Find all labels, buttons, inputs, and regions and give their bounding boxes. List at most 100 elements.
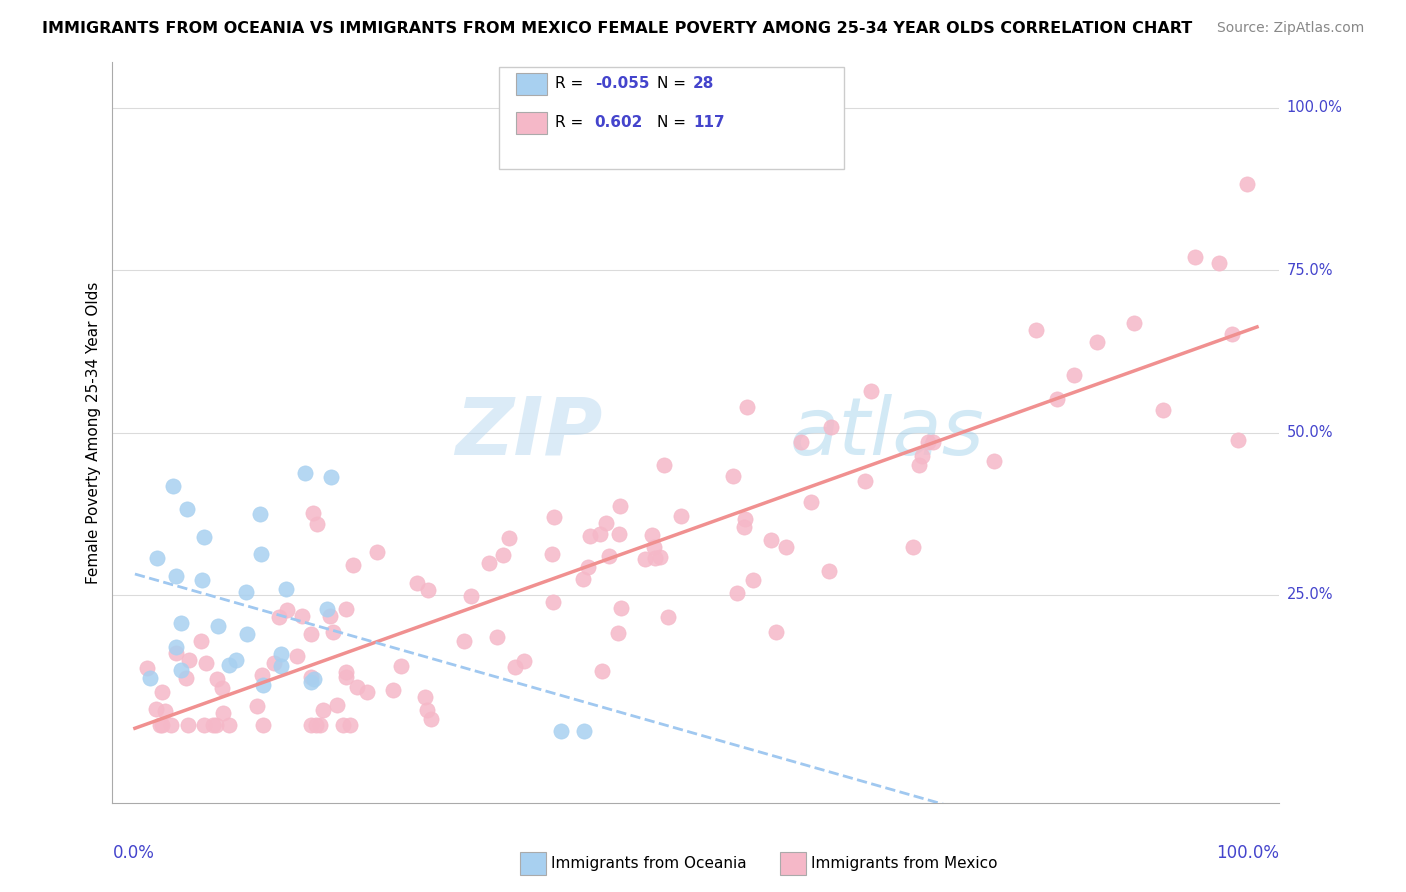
Text: 25.0%: 25.0% (1286, 588, 1333, 602)
Point (250, 668, 273, 682)
Point (790, 435, 813, 450)
Point (304, 673, 326, 687)
Point (326, 698, 349, 712)
Point (332, 718, 354, 732)
Point (170, 616, 193, 631)
Point (643, 540, 665, 554)
Point (591, 664, 613, 678)
Point (1227, 433, 1250, 447)
Point (648, 550, 671, 565)
Point (911, 449, 934, 463)
Point (1085, 334, 1108, 349)
Point (335, 670, 357, 684)
Point (153, 704, 176, 718)
Text: 75.0%: 75.0% (1286, 263, 1333, 277)
Point (319, 608, 342, 623)
Point (309, 718, 332, 732)
Point (607, 527, 630, 541)
Point (644, 551, 666, 566)
Point (543, 510, 565, 524)
Point (420, 712, 443, 726)
Point (1208, 256, 1230, 270)
Point (634, 552, 657, 566)
Point (800, 495, 823, 509)
Point (903, 540, 925, 554)
Point (145, 702, 167, 716)
Point (640, 528, 662, 542)
Text: 28: 28 (693, 77, 714, 91)
Text: ZIP: ZIP (456, 393, 603, 472)
Point (418, 583, 440, 598)
Text: Immigrants from Oceania: Immigrants from Oceania (551, 856, 747, 871)
Point (299, 627, 322, 641)
Point (589, 527, 612, 541)
Point (170, 663, 193, 677)
Point (249, 507, 271, 521)
Text: R =: R = (555, 77, 589, 91)
Point (321, 469, 343, 483)
Point (290, 608, 312, 623)
Point (294, 466, 316, 480)
Point (817, 564, 839, 578)
Point (190, 573, 212, 587)
Point (299, 718, 322, 732)
Point (578, 529, 600, 543)
Point (302, 506, 325, 520)
Text: 0.602: 0.602 (595, 115, 643, 129)
Point (177, 653, 200, 667)
Text: atlas: atlas (789, 393, 984, 472)
Point (657, 609, 679, 624)
Point (356, 685, 378, 699)
Text: 117: 117 (693, 115, 724, 129)
Point (204, 718, 226, 732)
Point (165, 568, 187, 582)
Point (1046, 392, 1069, 406)
Point (165, 646, 187, 660)
Y-axis label: Female Poverty Among 25-34 Year Olds: Female Poverty Among 25-34 Year Olds (86, 282, 101, 583)
Point (1152, 402, 1174, 417)
Point (725, 586, 748, 600)
Text: 100.0%: 100.0% (1216, 844, 1279, 862)
Point (654, 458, 676, 472)
Point (733, 520, 755, 534)
Point (316, 602, 339, 616)
Text: N =: N = (657, 77, 690, 91)
Point (307, 516, 329, 531)
Point (270, 659, 292, 673)
Text: Source: ZipAtlas.com: Source: ZipAtlas.com (1216, 21, 1364, 35)
Point (335, 665, 357, 679)
Text: R =: R = (555, 115, 589, 129)
Point (1025, 323, 1047, 337)
Point (598, 549, 620, 563)
Point (820, 420, 842, 434)
Point (1063, 368, 1085, 383)
Text: IMMIGRANTS FROM OCEANIA VS IMMIGRANTS FROM MEXICO FEMALE POVERTY AMONG 25-34 YEA: IMMIGRANTS FROM OCEANIA VS IMMIGRANTS FR… (42, 21, 1192, 36)
Text: 0.0%: 0.0% (112, 844, 155, 862)
Point (917, 435, 939, 450)
Point (267, 610, 290, 624)
Point (460, 589, 482, 603)
Point (607, 626, 630, 640)
Point (195, 656, 218, 670)
Point (415, 703, 437, 717)
Point (285, 649, 308, 664)
Point (299, 674, 322, 689)
Point (252, 677, 274, 691)
Point (322, 625, 344, 640)
Point (190, 634, 212, 648)
Point (550, 724, 572, 739)
Point (1236, 177, 1258, 191)
Point (389, 659, 412, 673)
Point (211, 681, 233, 696)
Point (595, 516, 617, 530)
Point (1220, 326, 1243, 341)
Point (274, 582, 297, 596)
Point (335, 601, 357, 615)
Text: 100.0%: 100.0% (1286, 101, 1343, 115)
Point (671, 509, 693, 524)
Point (775, 540, 797, 554)
Point (512, 654, 534, 668)
Point (983, 454, 1005, 468)
Point (139, 671, 162, 685)
Point (174, 671, 197, 685)
